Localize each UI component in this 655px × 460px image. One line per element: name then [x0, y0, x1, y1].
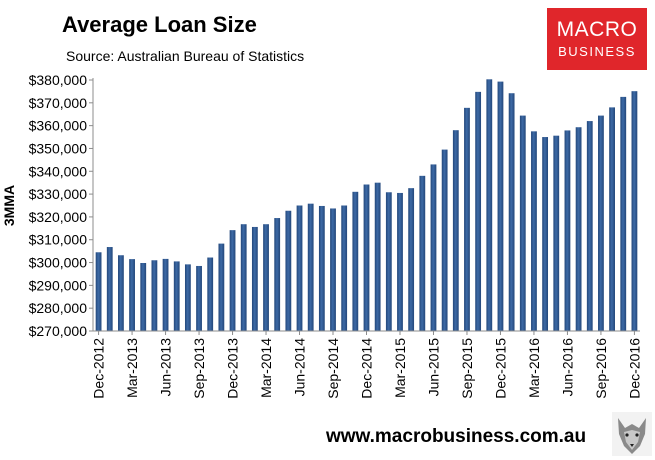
bar — [531, 131, 537, 331]
bar — [475, 91, 482, 332]
average-loan-size-chart: $270,000 $280,000 $290,000 $300,000 $310,000… — [1, 72, 642, 399]
bar — [118, 255, 124, 331]
bar — [363, 184, 370, 331]
bar — [251, 226, 258, 331]
bar — [196, 265, 202, 331]
bar — [620, 96, 627, 331]
bar — [274, 218, 281, 331]
bar — [207, 257, 214, 331]
y-tick-label: $380,000 — [29, 72, 88, 88]
x-tick-label: Jun-2016 — [559, 338, 575, 397]
y-tick-label: $320,000 — [29, 209, 88, 225]
y-tick-label: $280,000 — [29, 300, 88, 316]
chart-source: Source: Australian Bureau of Statistics — [66, 48, 305, 64]
bar — [151, 260, 158, 331]
bar — [397, 192, 403, 331]
bar — [341, 205, 348, 331]
bar — [542, 137, 549, 331]
bar — [519, 115, 526, 331]
bar — [631, 91, 638, 331]
x-tick-label: Dec-2012 — [91, 338, 107, 399]
logo-line-macro: MACRO — [556, 18, 638, 41]
x-tick-label: Sep-2016 — [593, 338, 609, 399]
x-tick-label: Sep-2013 — [191, 338, 207, 399]
y-tick-label: $290,000 — [29, 277, 88, 293]
y-tick-label: $270,000 — [29, 323, 88, 339]
y-tick-label: $360,000 — [29, 118, 88, 134]
bar — [318, 205, 325, 331]
x-tick-label: Jun-2014 — [292, 338, 308, 397]
x-tick-label: Jun-2015 — [425, 338, 441, 397]
bar — [218, 243, 225, 331]
bar — [598, 115, 604, 331]
x-tick-label: Mar-2014 — [258, 338, 274, 398]
logo-line-business: BUSINESS — [558, 44, 636, 59]
bar — [452, 130, 459, 331]
y-tick-label: $300,000 — [29, 255, 88, 271]
x-tick-label: Dec-2016 — [626, 338, 642, 399]
bar — [263, 224, 269, 331]
bar — [575, 127, 582, 331]
macrobusiness-logo: MACRO BUSINESS — [547, 8, 647, 70]
bar — [419, 175, 426, 331]
bar — [497, 81, 504, 331]
bar — [106, 247, 113, 331]
bar — [140, 263, 147, 331]
bar — [374, 182, 381, 331]
bar — [95, 252, 102, 331]
bar — [486, 79, 493, 331]
x-tick-label: Dec-2014 — [359, 338, 375, 399]
bar — [173, 261, 180, 331]
x-tick-label: Mar-2016 — [526, 338, 542, 398]
bar — [184, 264, 191, 331]
bar — [296, 205, 303, 331]
bar — [229, 230, 236, 331]
bar — [385, 192, 392, 331]
x-tick-label: Mar-2013 — [124, 338, 140, 398]
bar — [162, 258, 169, 331]
bar — [307, 203, 314, 331]
bar — [352, 191, 359, 331]
chart-title: Average Loan Size — [62, 12, 257, 37]
x-tick-label: Sep-2015 — [459, 338, 475, 399]
bar — [553, 135, 560, 331]
x-tick-label: Mar-2015 — [392, 338, 408, 398]
bar — [430, 164, 437, 331]
x-tick-label: Sep-2014 — [325, 338, 341, 399]
bar — [240, 224, 247, 331]
bar — [441, 149, 448, 331]
y-tick-label: $350,000 — [29, 140, 88, 156]
bar — [408, 188, 415, 331]
bar — [609, 107, 615, 331]
bar — [330, 208, 336, 331]
bar — [586, 121, 593, 331]
bar — [285, 210, 292, 331]
y-tick-label: $340,000 — [29, 163, 88, 179]
x-tick-label: Jun-2013 — [158, 338, 174, 397]
bar — [508, 93, 515, 331]
x-tick-label: Dec-2015 — [492, 338, 508, 399]
wolf-mascot-icon — [612, 412, 652, 456]
bar — [129, 259, 135, 331]
bar — [564, 130, 571, 331]
y-tick-label: $310,000 — [29, 232, 88, 248]
website-url: www.macrobusiness.com.au — [326, 426, 587, 447]
y-tick-label: $330,000 — [29, 186, 88, 202]
y-tick-label: $370,000 — [29, 95, 88, 111]
bar — [464, 107, 470, 331]
y-axis-title: 3MMA — [1, 185, 17, 226]
x-tick-label: Dec-2013 — [225, 338, 241, 399]
